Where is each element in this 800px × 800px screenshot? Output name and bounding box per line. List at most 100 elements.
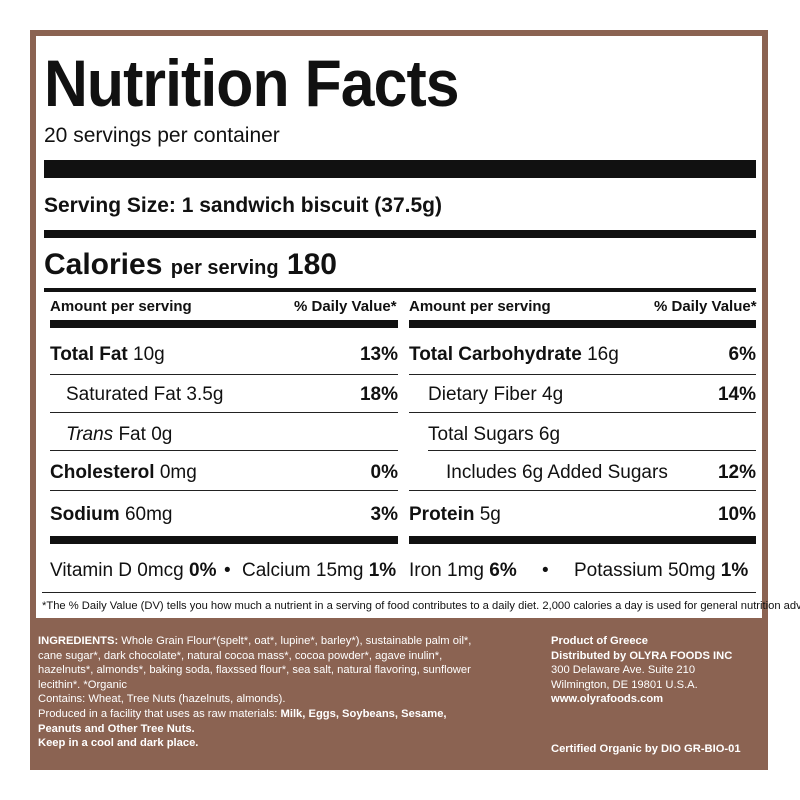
calcium: Calcium 15mg 1% [242, 560, 396, 582]
daily-value-footnote: *The % Daily Value (DV) tells you how mu… [42, 600, 800, 612]
nutrient-name: Fat [118, 424, 146, 445]
nutrient-dv: 12% [717, 462, 756, 483]
serving-size: Serving Size: 1 sandwich biscuit (37.5g) [44, 194, 442, 218]
nutrient-name: Sodium [50, 504, 120, 525]
nutrient-dv: 3% [370, 504, 398, 525]
serving-size-label: Serving Size: [44, 194, 176, 217]
distributed-by-text: Distributed by OLYRA FOODS INC [551, 649, 733, 662]
nutrient-name: Saturated Fat [66, 384, 182, 405]
facility-notice: Produced in a facility that uses as raw … [38, 707, 538, 722]
ingredients-line: lecithin*. *Organic [38, 678, 127, 691]
bullet-separator: • [542, 560, 549, 581]
row-divider [50, 450, 398, 451]
nutrient-name: Protein [409, 504, 475, 525]
bullet-separator: • [224, 560, 231, 581]
row-divider [428, 450, 756, 451]
nutrient-dv: 6% [728, 344, 756, 365]
website: www.olyrafoods.com [551, 692, 732, 707]
nutrient-amount: 60mg [124, 504, 173, 525]
address-line: 300 Delaware Ave. Suite 210 [551, 664, 696, 677]
footnote-divider [42, 592, 756, 593]
facility-allergens: Milk, Eggs, Soybeans, Sesame, [280, 707, 447, 720]
distributor-block: Product of Greece Distributed by OLYRA F… [551, 634, 732, 707]
nutrition-facts-title: Nutrition Facts [44, 46, 460, 120]
website-text: www.olyrafoods.com [551, 693, 664, 706]
vitamin-d-pct: 0% [189, 560, 217, 581]
calories-line: Calories per serving 180 [44, 248, 337, 282]
address-line: Wilmington, DE 19801 U.S.A. [551, 678, 698, 691]
left-dv-header: % Daily Value* [294, 298, 397, 315]
nutrient-row-cholesterol: Cholesterol 0mg [50, 462, 197, 484]
storage-instructions: Keep in a cool and dark place. [38, 736, 538, 751]
nutrient-name: Cholesterol [50, 462, 155, 483]
nutrient-row-total-fat: Total Fat 10g [50, 344, 165, 366]
nutrient-row-dietary-fiber: Dietary Fiber 4g [428, 384, 563, 406]
nutrient-name: Total Sugars [428, 424, 534, 445]
vitamin-d-label: Vitamin D 0mcg [50, 560, 184, 581]
iron-label: Iron 1mg [409, 560, 484, 581]
nutrient-amount: 4g [542, 384, 564, 405]
calories-divider [44, 288, 756, 292]
ingredients-block: INGREDIENTS: Whole Grain Flour*(spelt*, … [38, 634, 538, 751]
row-divider [50, 374, 398, 375]
row-divider [50, 412, 398, 413]
medium-divider [44, 230, 756, 238]
nutrition-facts-card: Nutrition Facts 20 servings per containe… [36, 36, 800, 618]
nutrient-dv: 18% [359, 384, 398, 405]
storage-text: Keep in a cool and dark place. [38, 737, 199, 750]
right-vitamin-divider [409, 536, 756, 544]
calories-per-serving: per serving [170, 257, 279, 279]
thick-divider [44, 160, 756, 178]
nutrient-row-total-sugars: Total Sugars 6g [428, 424, 560, 446]
ingredients-line: hazelnuts*, almonds*, baking soda, flaxs… [38, 664, 471, 677]
row-divider [409, 490, 756, 491]
potassium-pct: 1% [720, 560, 749, 581]
certification-text: Certified Organic by DIO GR-BIO-01 [551, 743, 741, 755]
allergen-contains: Contains: Wheat, Tree Nuts (hazelnuts, a… [38, 693, 286, 706]
ingredients-text: Whole Grain Flour*(spelt*, oat*, lupine*… [121, 635, 472, 647]
calories-value: 180 [286, 248, 337, 281]
nutrient-name-italic: Trans [66, 424, 114, 445]
nutrient-dv: 10% [717, 504, 756, 525]
right-amount-header: Amount per serving [409, 298, 551, 315]
nutrient-dv: 14% [717, 384, 756, 405]
ingredients-line: cane sugar*, dark chocolate*, natural co… [38, 649, 443, 662]
row-divider [50, 490, 398, 491]
nutrient-amount: 0g [151, 424, 173, 445]
nutrient-dv: 0% [370, 462, 398, 483]
calcium-pct: 1% [368, 560, 397, 581]
origin: Product of Greece [551, 634, 732, 649]
facility-prefix: Produced in a facility that uses as raw … [38, 707, 278, 720]
nutrient-row-protein: Protein 5g [409, 504, 501, 526]
nutrient-row-added-sugars: Includes 6g Added Sugars [446, 462, 668, 484]
potassium-label: Potassium 50mg [574, 560, 716, 581]
facility-notice-cont: Peanuts and Other Tree Nuts. [38, 722, 538, 737]
calories-label: Calories [44, 248, 163, 281]
nutrient-amount: 10g [133, 344, 165, 365]
nutrient-amount: 0mg [159, 462, 197, 483]
potassium: Potassium 50mg 1% [574, 560, 748, 582]
vitamin-d: Vitamin D 0mcg 0% [50, 560, 217, 582]
iron: Iron 1mg 6% [409, 560, 517, 582]
nutrient-name: Includes 6g Added Sugars [446, 462, 668, 483]
origin-text: Product of Greece [551, 635, 648, 647]
row-divider [409, 412, 756, 413]
nutrient-name: Total Carbohydrate [409, 344, 582, 365]
calcium-label: Calcium 15mg [242, 560, 364, 581]
nutrient-amount: 16g [587, 344, 619, 365]
certification: Certified Organic by DIO GR-BIO-01 [551, 742, 741, 757]
nutrient-row-saturated-fat: Saturated Fat 3.5g [66, 384, 223, 406]
left-header-divider [50, 320, 398, 328]
nutrient-amount: 5g [479, 504, 501, 525]
servings-per-container: 20 servings per container [44, 124, 280, 147]
distributed-by: Distributed by OLYRA FOODS INC [551, 649, 732, 664]
nutrient-name: Dietary Fiber [428, 384, 537, 405]
nutrient-name: Total Fat [50, 344, 128, 365]
left-amount-header: Amount per serving [50, 298, 192, 315]
nutrient-amount: 6g [538, 424, 561, 445]
nutrient-dv: 13% [359, 344, 398, 365]
row-divider [409, 374, 756, 375]
facility-allergens: Peanuts and Other Tree Nuts. [38, 722, 195, 735]
right-dv-header: % Daily Value* [654, 298, 757, 315]
nutrient-row-total-carbohydrate: Total Carbohydrate 16g [409, 344, 619, 366]
